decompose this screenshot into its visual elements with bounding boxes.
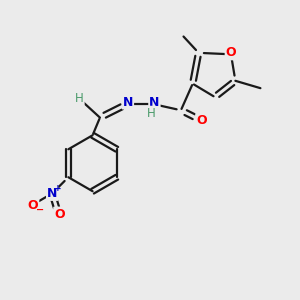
Text: O: O xyxy=(28,199,38,212)
Text: O: O xyxy=(54,208,65,220)
Text: +: + xyxy=(54,184,62,193)
Text: H: H xyxy=(75,92,84,105)
Text: O: O xyxy=(196,114,207,127)
Text: N: N xyxy=(47,187,57,200)
Text: −: − xyxy=(36,205,44,214)
Text: N: N xyxy=(149,95,160,109)
Text: H: H xyxy=(146,107,155,120)
Text: N: N xyxy=(123,95,133,109)
Text: O: O xyxy=(226,46,236,59)
